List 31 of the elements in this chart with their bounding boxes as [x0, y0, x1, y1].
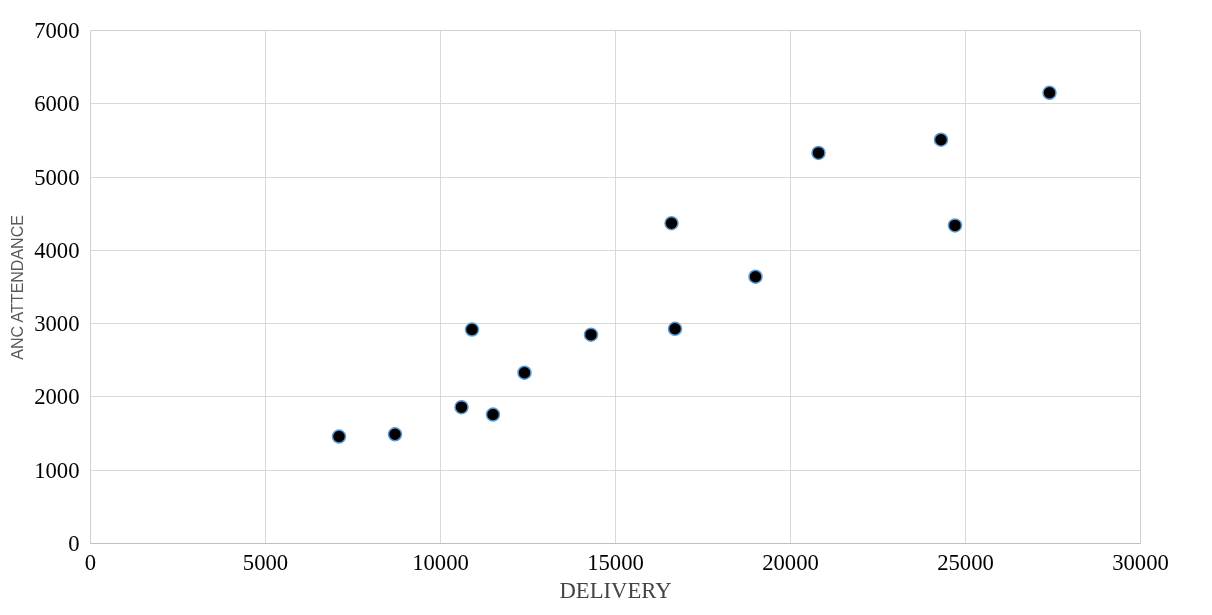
point	[748, 269, 763, 284]
x-tick-label: 30000	[1112, 549, 1169, 575]
point	[387, 427, 403, 442]
point	[811, 145, 826, 161]
y-tick-label: 7000	[34, 18, 80, 43]
x-tick-label: 10000	[412, 549, 469, 575]
point	[485, 407, 501, 422]
point	[933, 132, 949, 147]
point	[464, 322, 480, 337]
x-tick-label: 25000	[937, 549, 994, 575]
y-tick-label: 3000	[34, 311, 80, 337]
y-tick-label: 1000	[34, 457, 80, 483]
point	[667, 321, 683, 337]
point	[517, 365, 532, 380]
x-tick-label: 15000	[587, 549, 644, 575]
y-tick-label: 0	[68, 531, 80, 556]
point	[583, 327, 599, 342]
point	[947, 218, 963, 233]
point	[1042, 85, 1057, 101]
point	[331, 429, 347, 444]
y-tick-label: 4000	[34, 237, 80, 263]
y-tick-label: 6000	[34, 91, 80, 117]
x-tick-label: 0	[84, 549, 97, 575]
x-tick-label: 5000	[242, 549, 289, 575]
x-tick-label: 20000	[762, 549, 819, 575]
x-axis-title: DELIVERY	[559, 577, 672, 603]
y-tick-label: 5000	[34, 164, 80, 190]
point	[454, 399, 469, 415]
point	[664, 216, 679, 231]
y-axis-title: ANC ATTENDANCE	[9, 215, 27, 360]
y-tick-label: 2000	[34, 384, 80, 410]
